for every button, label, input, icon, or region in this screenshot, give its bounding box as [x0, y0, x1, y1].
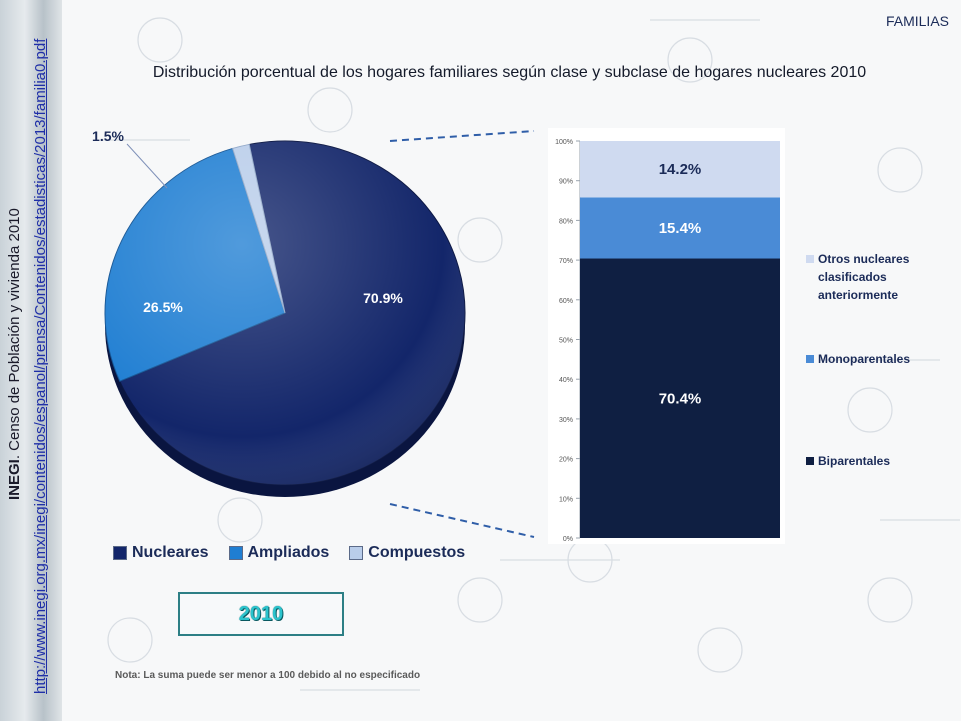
- legend-swatch-ampliados: [228, 546, 243, 560]
- legend-label-otros-3: anteriormente: [818, 288, 899, 302]
- bar-y-tick-label: 50%: [559, 338, 573, 345]
- legend-label-otros-2: clasificados: [818, 270, 887, 284]
- legend-item-nucleares: Nucleares: [113, 544, 209, 562]
- legend-label-compuestos: Compuestos: [368, 544, 466, 561]
- connector-line-top: [389, 130, 535, 142]
- bar-y-tick-label: 30%: [559, 417, 573, 424]
- bar-label-otros: 14.2%: [659, 161, 702, 178]
- year-box: 2010: [178, 592, 344, 636]
- bar-y-tick-label: 10%: [559, 496, 573, 503]
- legend-item-biparentales: Biparentales: [806, 452, 890, 470]
- legend-label-nucleares: Nucleares: [132, 544, 209, 561]
- pie-label-nucleares: 70.9%: [363, 290, 403, 306]
- legend-item-compuestos: Compuestos: [349, 544, 465, 562]
- bar-y-tick-label: 70%: [559, 258, 573, 265]
- legend-swatch-nucleares: [113, 546, 127, 560]
- chart-title: Distribución porcentual de los hogares f…: [152, 64, 867, 81]
- stacked-bar-chart: 0% 10% 20% 30% 40% 50% 60% 70% 80% 90% 100% 70.4% 15…: [548, 128, 785, 544]
- bar-y-tick-label: 40%: [559, 377, 573, 384]
- legend-item-otros: Otros nucleares clasificados anteriormen…: [806, 250, 909, 304]
- pie-label-ampliados: 26.5%: [143, 299, 183, 315]
- legend-item-monoparentales: Monoparentales: [806, 350, 910, 368]
- pie-legend: Nucleares Ampliados Compuestos: [113, 544, 465, 562]
- legend-swatch-monoparentales: [806, 355, 814, 363]
- bar-segment-otros: [580, 141, 780, 198]
- legend-swatch-otros: [806, 255, 814, 263]
- bar-y-tick-label: 80%: [559, 218, 573, 225]
- bar-y-tick-label: 90%: [559, 179, 573, 186]
- pie-leader-line: [126, 143, 168, 189]
- pie-label-compuestos: 1.5%: [92, 128, 124, 144]
- footnote: Nota: La suma puede ser menor a 100 debi…: [115, 670, 421, 681]
- bar-y-tick-label: 60%: [559, 298, 573, 305]
- legend-swatch-compuestos: [349, 546, 364, 560]
- section-tag: FAMILIAS: [885, 13, 949, 29]
- pie-chart: 70.9% 26.5% 1.5%: [92, 128, 466, 497]
- bar-y-tick-label: 100%: [555, 139, 573, 146]
- bar-y-tick-label: 0%: [563, 536, 573, 543]
- legend-item-ampliados: Ampliados: [228, 544, 330, 562]
- year-label: 2010: [238, 602, 284, 625]
- legend-swatch-biparentales: [806, 457, 814, 465]
- bar-segment-biparentales: [580, 258, 780, 538]
- bar-label-monoparentales: 15.4%: [659, 220, 702, 237]
- legend-label-ampliados: Ampliados: [247, 544, 330, 561]
- legend-label-monoparentales: Monoparentales: [818, 352, 911, 366]
- bar-y-tick-label: 20%: [559, 457, 573, 464]
- legend-label-biparentales: Biparentales: [818, 454, 891, 468]
- legend-label-otros-1: Otros nucleares: [818, 252, 910, 266]
- connector-line-bottom: [389, 503, 535, 538]
- side-decoration: [0, 0, 62, 721]
- bar-label-biparentales: 70.4%: [659, 390, 702, 407]
- bar-segment-monoparentales: [580, 197, 780, 259]
